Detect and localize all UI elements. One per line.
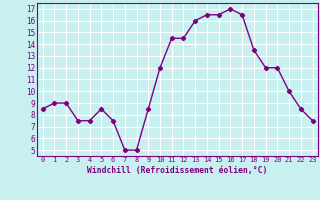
X-axis label: Windchill (Refroidissement éolien,°C): Windchill (Refroidissement éolien,°C) xyxy=(87,166,268,175)
